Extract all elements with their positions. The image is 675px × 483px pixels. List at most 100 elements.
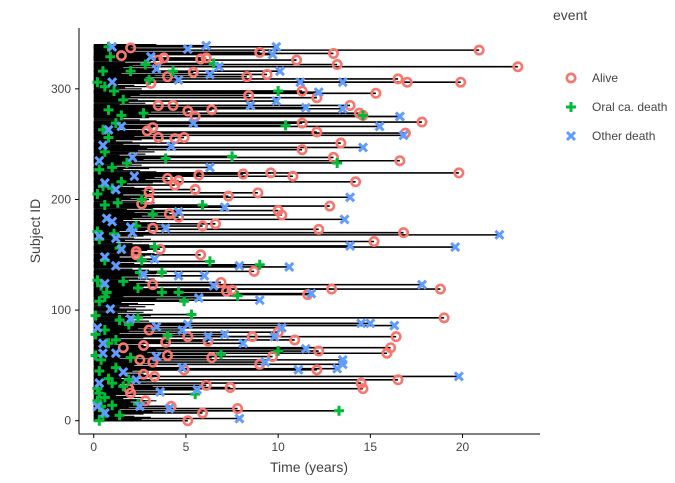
other-death-point [300,343,311,354]
other-death-point [191,384,203,395]
other-death-point [99,177,110,188]
alive-point [296,85,308,97]
other-death-point [151,351,162,362]
alive-point [117,342,129,354]
oral-ca-death-point [103,132,114,143]
alive-point [147,356,159,368]
other-death-point [356,318,367,329]
alive-point [125,42,137,54]
oral-ca-death-point [149,242,160,253]
oral-ca-death-point [103,373,114,384]
oral-ca-death-point [254,259,265,270]
other-death-point [398,130,409,141]
other-death-point [107,41,118,52]
axes [78,28,540,435]
oral-ca-death-point [136,255,147,266]
legend-label-alive: Alive [592,71,618,85]
other-death-point [97,140,109,151]
oral-ca-death-point [332,157,343,168]
oral-ca-death-point [162,330,173,341]
oral-ca-death-point [147,208,158,219]
other-death-point [116,121,127,132]
oral-ca-death-point [94,365,105,376]
alive-point [147,222,159,234]
oral-ca-death-point [105,51,116,62]
other-death-point [203,331,214,342]
alive-point [134,354,146,366]
alive-point [195,249,207,261]
alive-point [394,155,406,167]
alive-point [473,44,485,56]
other-death-point [199,270,210,281]
alive-point [200,379,212,391]
oral-ca-death-point [140,59,151,70]
alive-point [182,415,194,427]
alive-point [152,132,164,144]
other-death-point [260,357,271,368]
other-death-point [204,69,215,80]
other-death-point [234,260,245,271]
alive-point [355,377,367,389]
other-death-point [110,348,121,359]
oral-ca-death-point [99,392,110,403]
other-death-point [145,51,156,62]
other-death-point [164,403,175,414]
alive-point [453,167,465,179]
alive-point [243,89,255,101]
oral-ca-death-point [118,94,129,105]
other-death-point [293,364,304,375]
alive-point [261,68,273,80]
other-death-point [151,321,162,332]
alive-point [206,104,218,116]
x-tick-label: 15 [364,440,378,454]
other-death-point [337,354,348,365]
alive-point [401,76,413,88]
x-axis-title: Time (years) [270,459,348,475]
oral-ca-death-point [114,315,125,326]
alive-point [324,200,336,212]
alive-point [193,169,205,181]
alive-point [197,220,209,232]
alive-point [222,190,234,202]
other-death-point [453,371,464,382]
other-death-point [306,288,317,299]
alive-point [149,370,161,382]
x-tick-label: 0 [90,440,97,454]
x-ticks: 0 5 10 15 20 [90,434,470,454]
other-death-point [99,407,110,419]
oral-ca-death-point [227,151,238,162]
oral-ca-death-point [110,334,121,345]
oral-ca-death-point [109,86,120,97]
other-death-point [188,118,199,129]
alive-point [206,352,218,364]
other-death-point [276,322,287,333]
other-death-point [94,155,105,166]
alive-point [189,184,201,196]
alive-point [200,52,212,64]
alive-point [182,105,194,117]
oral-ca-death-point [107,400,118,411]
alive-point [392,73,404,85]
oral-ca-death-point [133,282,144,293]
alive-point [252,187,264,199]
alive-point [139,395,151,407]
alive-point [187,66,199,78]
other-death-point [110,260,121,271]
x-tick-label: 20 [456,440,470,454]
alive-point [143,186,155,198]
alive-point [434,283,446,295]
oral-ca-death-point [197,200,208,211]
x-tick-label: 10 [271,440,285,454]
oral-ca-death-point [97,66,108,77]
legend-marker-other-death [565,130,577,142]
alive-point [287,170,299,182]
other-death-point [313,87,324,98]
alive-point [152,99,164,111]
other-death-point [337,103,348,114]
alive-point [158,52,170,64]
oral-ca-death-point [103,104,114,115]
oral-ca-death-point [118,381,129,392]
oral-ca-death-point [116,110,127,121]
y-axis-title: Subject ID [27,199,43,264]
oral-ca-death-point [125,66,136,77]
